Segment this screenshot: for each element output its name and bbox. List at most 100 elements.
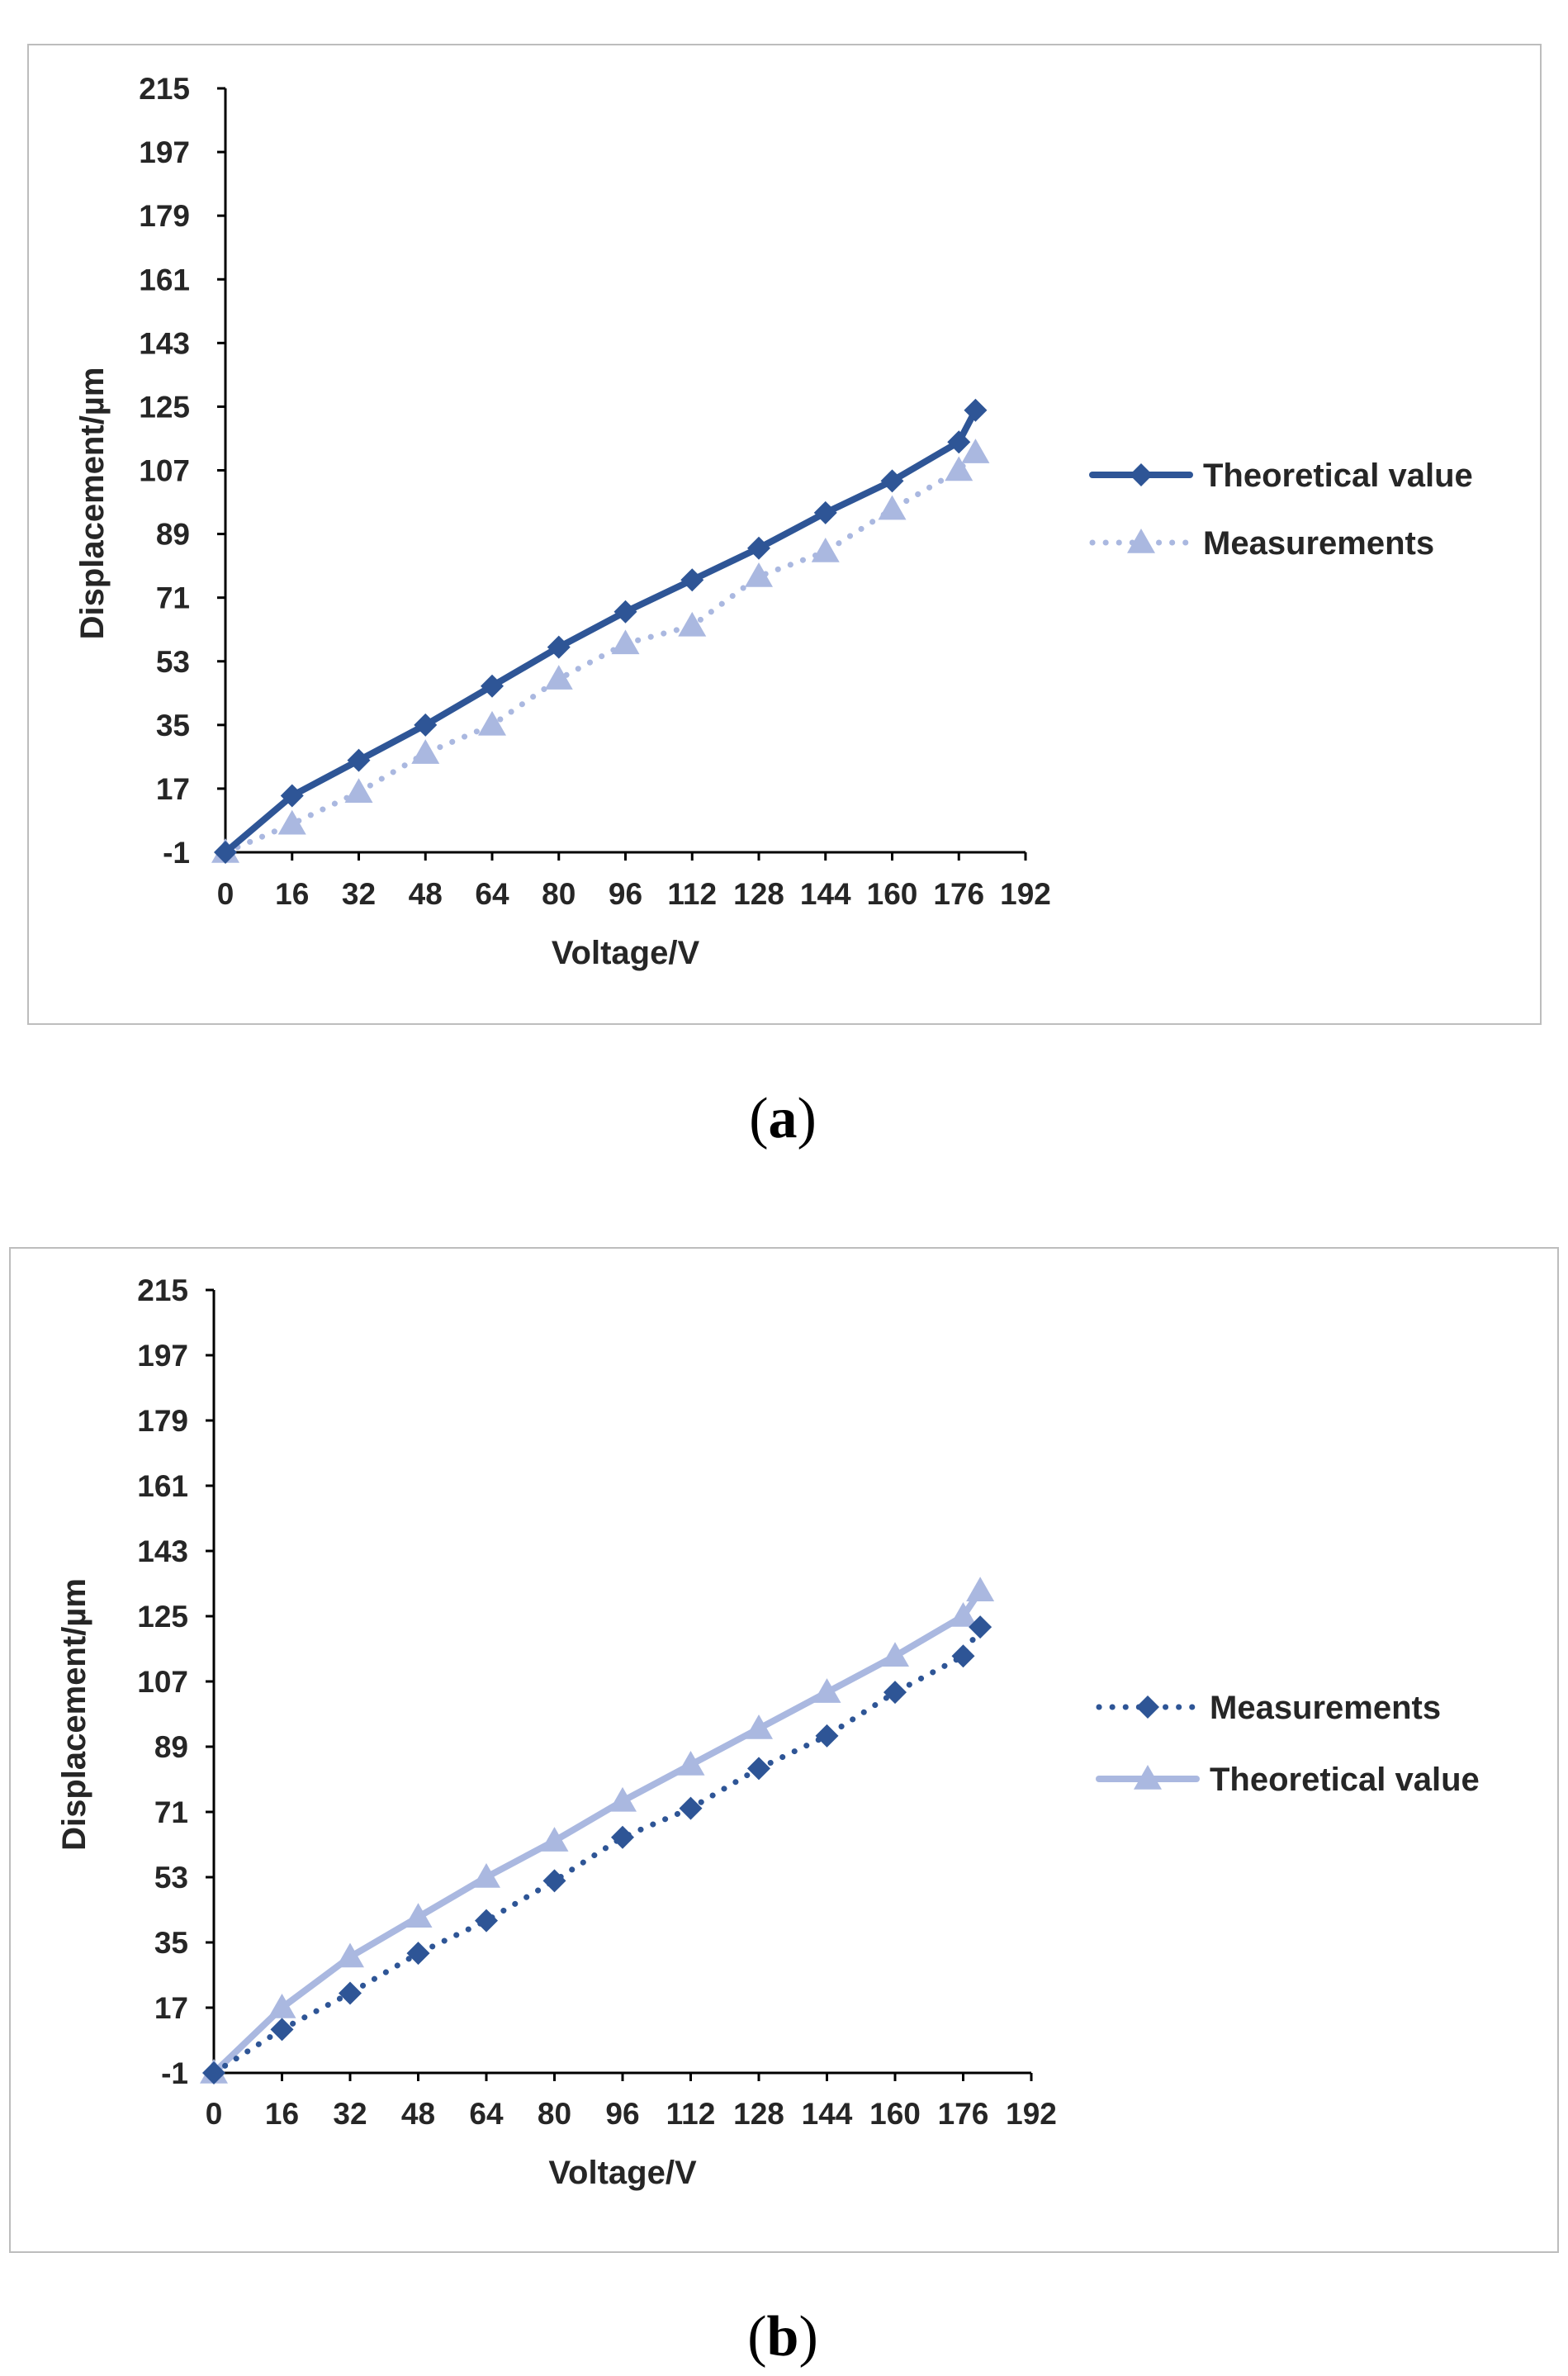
y-tick-label: 35 — [154, 1926, 188, 1960]
data-point — [609, 1786, 637, 1812]
y-axis-title: Displacement/µm — [74, 368, 111, 640]
data-point — [214, 841, 237, 864]
data-point — [880, 469, 904, 493]
x-axis-title: Voltage/V — [552, 935, 700, 971]
x-tick-label: 96 — [605, 2097, 639, 2131]
legend-label: Measurements — [1210, 1690, 1441, 1726]
x-tick-label: 32 — [333, 2097, 367, 2131]
data-point — [883, 1681, 907, 1705]
data-point — [747, 1757, 770, 1781]
x-tick-label: 48 — [409, 877, 443, 911]
x-tick-label: 112 — [667, 877, 717, 911]
caption-b-label: b — [766, 2305, 799, 2369]
caption-a-label: a — [768, 1087, 798, 1150]
x-tick-label: 80 — [542, 877, 576, 911]
data-point — [947, 430, 971, 454]
data-point — [414, 713, 438, 737]
y-tick-label: 161 — [137, 1469, 188, 1503]
x-tick-label: 128 — [733, 2097, 784, 2131]
data-point — [336, 1942, 364, 1968]
caption-a: (a) — [749, 1087, 817, 1150]
x-tick-label: 160 — [869, 2097, 921, 2131]
data-point — [475, 1909, 498, 1933]
x-axis-title: Voltage/V — [548, 2155, 697, 2191]
x-tick-label: 64 — [475, 877, 509, 911]
x-tick-label: 112 — [666, 2097, 716, 2131]
y-tick-label: 143 — [137, 1534, 188, 1568]
data-point — [966, 1577, 995, 1602]
y-tick-label: 17 — [156, 772, 190, 806]
data-point — [613, 600, 637, 624]
series-line — [222, 449, 978, 856]
y-tick-label: 107 — [137, 1665, 188, 1699]
data-point — [747, 536, 770, 560]
y-tick-label: 143 — [139, 326, 190, 360]
legend-swatch-marker — [1127, 529, 1155, 553]
y-tick-label: 35 — [156, 709, 190, 742]
data-point — [881, 1642, 909, 1667]
x-tick-label: 0 — [206, 2097, 223, 2131]
y-tick-label: 89 — [154, 1730, 188, 1764]
x-tick-label: 192 — [1006, 2097, 1057, 2131]
x-tick-label: 16 — [265, 2097, 299, 2131]
data-point — [969, 1615, 992, 1639]
legend-swatch-marker — [1136, 1695, 1159, 1719]
x-tick-label: 16 — [275, 877, 309, 911]
y-tick-label: 89 — [156, 518, 190, 552]
data-point — [611, 1825, 634, 1849]
data-point — [951, 1644, 975, 1668]
chart-b: -1 17 35 53 71 89 107 125 143 161 179 197 215 0 16 32 48… — [56, 1273, 1480, 2191]
x-tick-label: 144 — [802, 2097, 853, 2131]
data-point — [611, 629, 640, 655]
y-tick-label: -1 — [163, 836, 190, 870]
data-point — [964, 398, 988, 422]
x-tick-label: 176 — [933, 877, 984, 911]
data-point — [678, 611, 707, 637]
data-point — [745, 562, 773, 587]
x-tick-label: 80 — [538, 2097, 571, 2131]
data-point — [878, 495, 907, 520]
legend-label: Theoretical value — [1203, 458, 1473, 494]
data-point — [202, 2061, 225, 2084]
data-point — [280, 784, 304, 808]
y-tick-label: 125 — [139, 390, 190, 424]
data-point — [268, 1994, 296, 2018]
series-theoretical-value — [200, 1577, 995, 2084]
legend-swatch-marker — [1134, 1765, 1162, 1790]
series-line — [211, 1624, 983, 2076]
legend: Theoretical value Measurements — [1089, 458, 1473, 562]
legend-swatch-marker — [1130, 463, 1153, 486]
data-point — [347, 748, 371, 772]
chart-panel-a: -1 17 35 53 71 89 107 125 143 161 179 197 215 0 16 32 48… — [27, 44, 1542, 1025]
y-tick-label: 161 — [139, 263, 190, 296]
x-tick-label: 32 — [342, 877, 376, 911]
x-tick-label: 176 — [938, 2097, 989, 2131]
y-tick-label: 17 — [154, 1991, 188, 2025]
data-point — [339, 1981, 362, 2005]
data-point — [680, 568, 704, 592]
x-tick-label: 64 — [469, 2097, 504, 2131]
x-tick-label: 48 — [401, 2097, 435, 2131]
data-point — [811, 537, 840, 562]
data-point — [949, 1602, 978, 1627]
data-point — [406, 1942, 430, 1966]
chart-a: -1 17 35 53 71 89 107 125 143 161 179 197 215 0 16 32 48… — [74, 72, 1473, 971]
y-tick-label: 179 — [137, 1404, 188, 1438]
y-tick-label: 71 — [156, 581, 190, 615]
chart-panel-b: -1 17 35 53 71 89 107 125 143 161 179 197 215 0 16 32 48… — [9, 1247, 1559, 2253]
data-point — [813, 500, 837, 524]
data-point — [812, 1678, 841, 1703]
data-point — [540, 1827, 569, 1852]
caption-b: (b) — [747, 2305, 818, 2369]
series-theoretical-value — [214, 398, 988, 864]
x-tick-label: 192 — [1000, 877, 1051, 911]
x-tick-label: 128 — [733, 877, 784, 911]
y-tick-label: 53 — [154, 1861, 188, 1895]
data-point — [815, 1724, 839, 1748]
series-line — [222, 406, 979, 856]
x-tick-label: 144 — [800, 877, 851, 911]
data-point — [344, 778, 373, 803]
data-point — [472, 1863, 500, 1888]
y-tick-label: 197 — [137, 1339, 188, 1373]
y-tick-label: 197 — [139, 135, 190, 169]
